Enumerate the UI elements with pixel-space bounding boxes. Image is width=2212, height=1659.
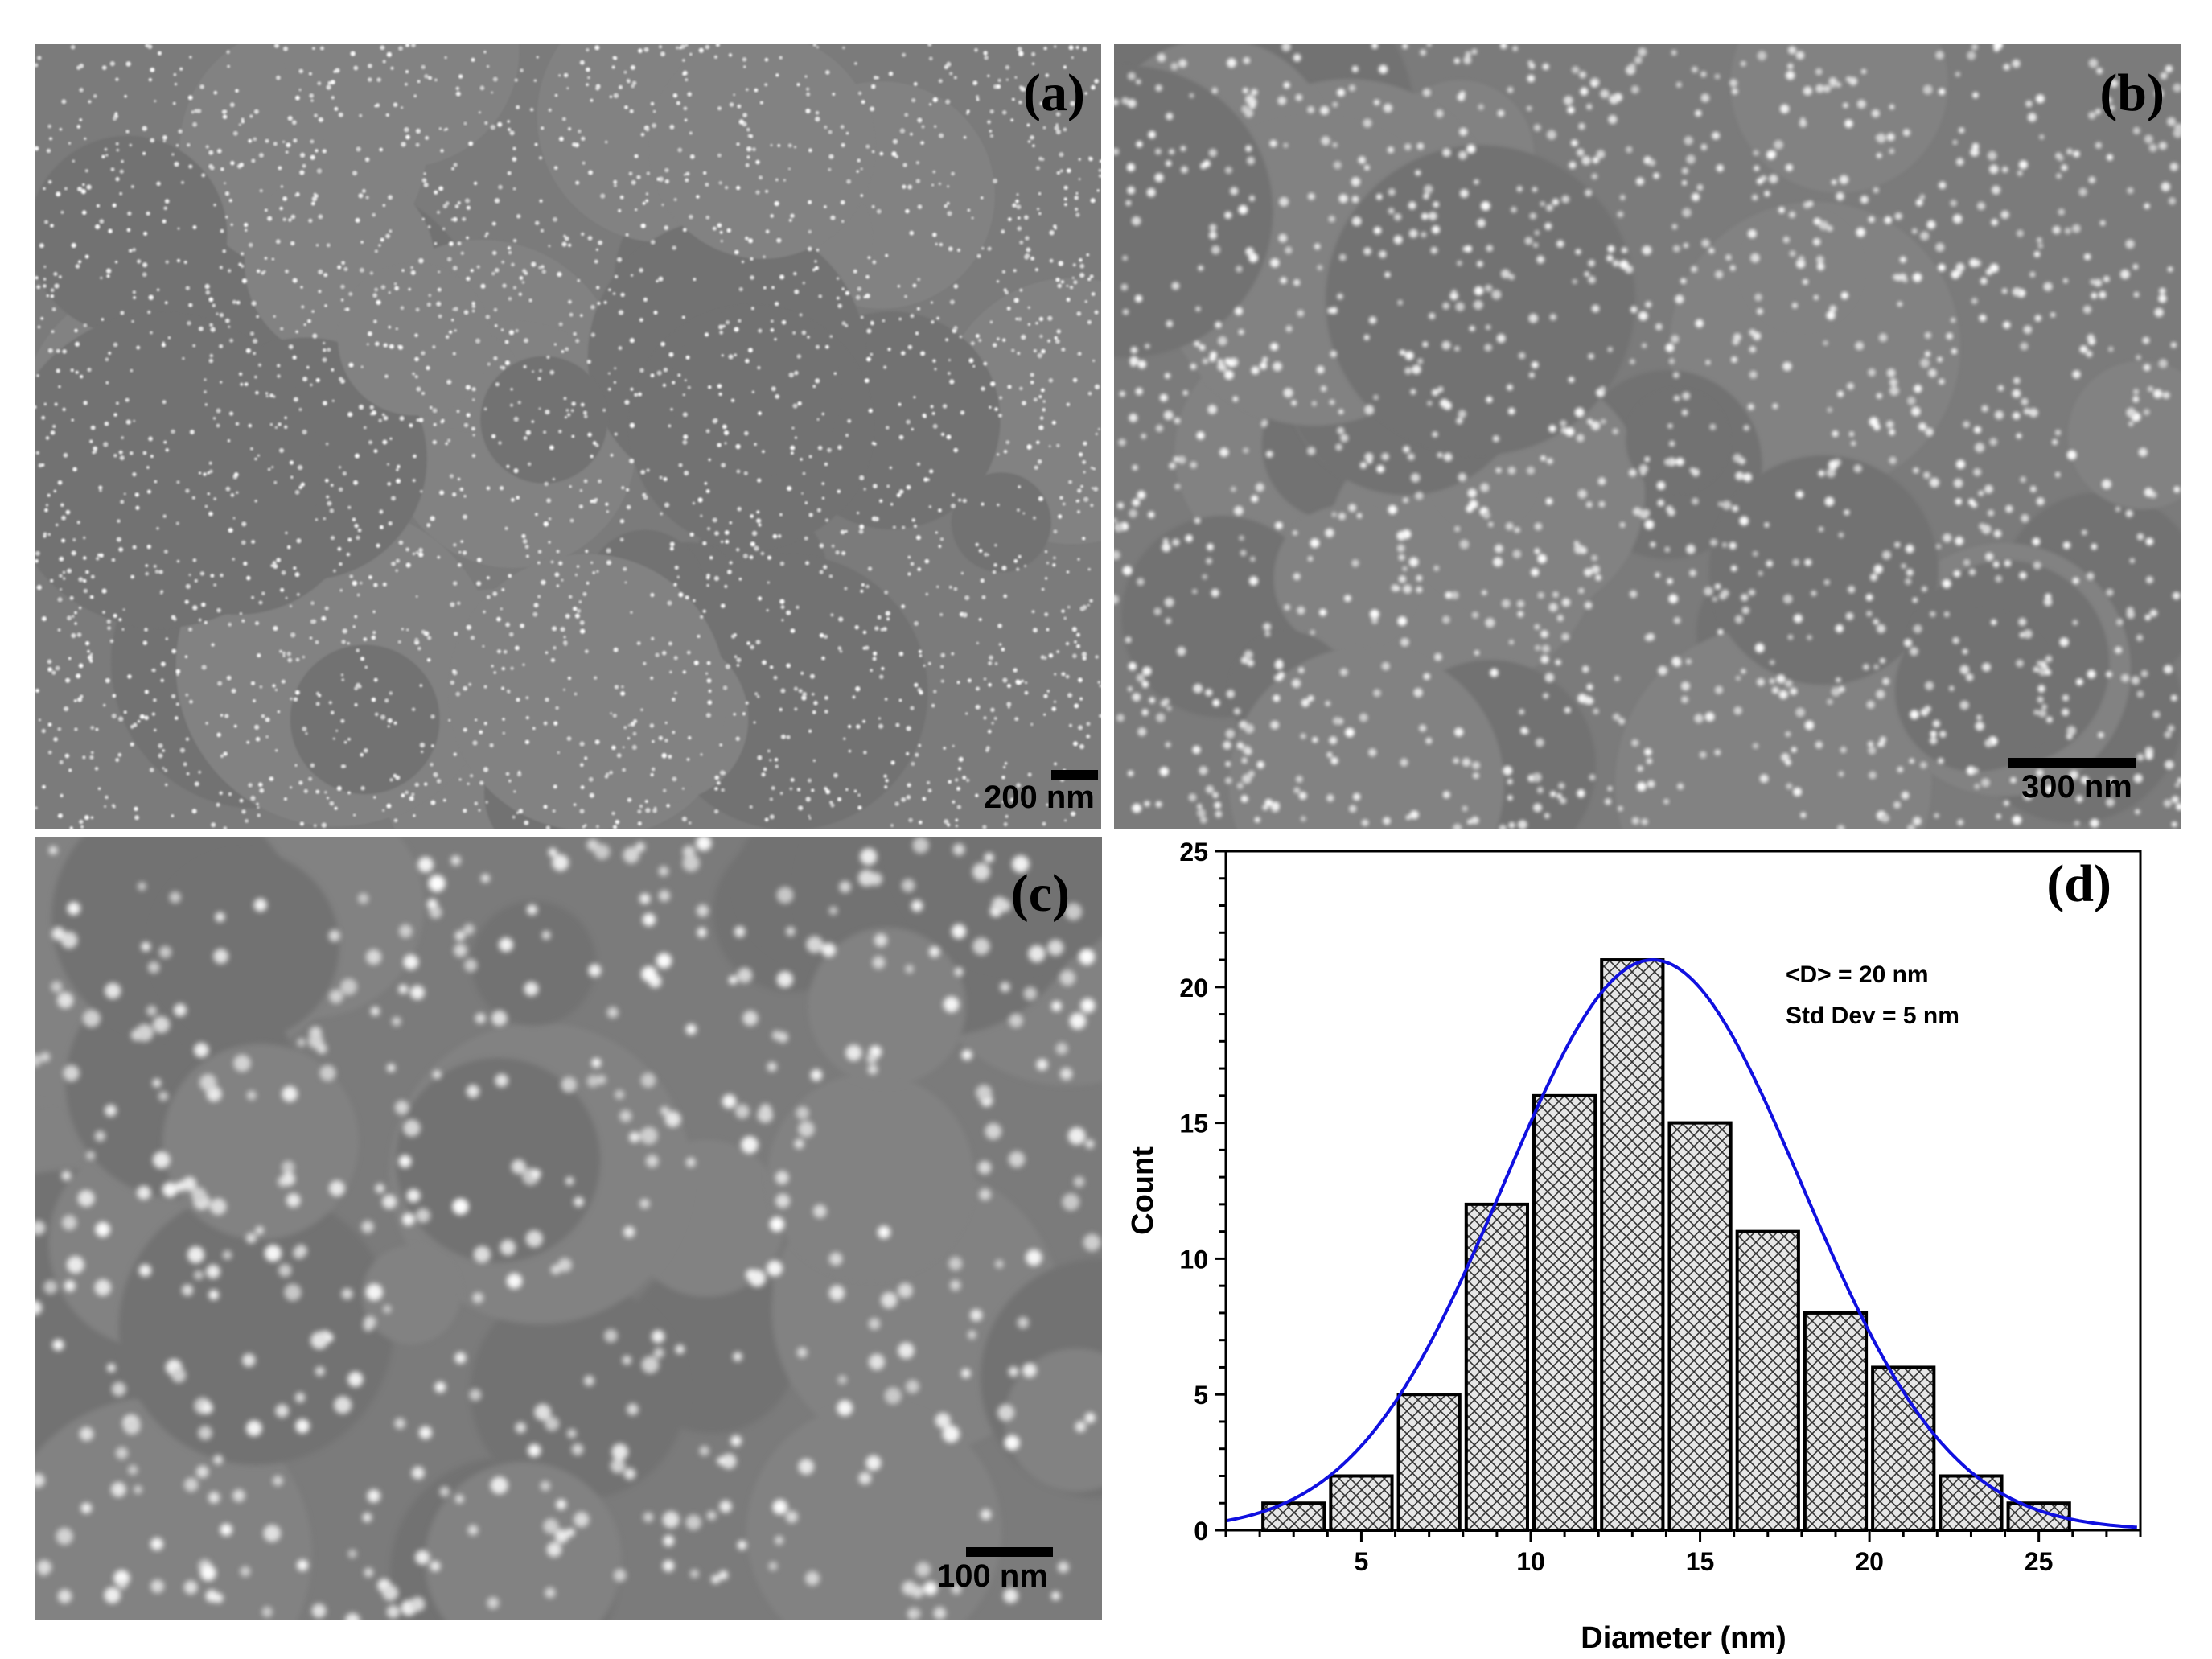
panel-label-b: (b) [2099, 64, 2165, 122]
x-tick-label: 15 [1686, 1547, 1715, 1576]
mean-diameter-annotation: <D> = 20 nm [1786, 961, 1929, 988]
histogram-bars [1261, 958, 2071, 1533]
panel-label-c: (c) [1010, 864, 1070, 923]
x-tick-label: 25 [2025, 1547, 2054, 1576]
nanoparticle-image-a [35, 44, 1101, 829]
y-tick-label: 25 [1179, 838, 1208, 867]
nanoparticle-image-c [35, 837, 1102, 1620]
histogram-panel-d: 5 10 15 20 25 0 5 10 15 20 25 (d) <D> = 20 nm Std … [1114, 837, 2184, 1659]
axis-ticks: 5 10 15 20 25 0 5 10 15 20 25 [1179, 838, 2142, 1576]
y-tick-label: 5 [1194, 1381, 1208, 1410]
scale-bar-line [1051, 770, 1098, 780]
histogram-bar [1735, 1229, 1800, 1532]
histogram-bar [1464, 1202, 1529, 1532]
scale-bar-line [966, 1547, 1053, 1557]
std-dev-annotation: Std Dev = 5 nm [1786, 1002, 1959, 1029]
y-tick-label: 0 [1194, 1517, 1208, 1546]
micrograph-panel-a: (a) 200 nm [35, 44, 1101, 829]
y-tick-label: 20 [1179, 974, 1208, 1002]
histogram-bar [1532, 1093, 1597, 1532]
micrograph-panel-c: (c) 100 nm [35, 837, 1102, 1620]
scale-bar-text: 200 nm [984, 780, 1095, 815]
histogram-bar [1939, 1474, 2004, 1532]
size-distribution-histogram: 5 10 15 20 25 0 5 10 15 20 25 (d) <D> = 20 nm Std … [1126, 838, 2142, 1655]
histogram-bar [1600, 958, 1665, 1533]
plot-frame [1224, 850, 2142, 1532]
scale-bar-line [2008, 758, 2136, 768]
x-axis-title: Diameter (nm) [1581, 1621, 1786, 1655]
x-tick-label: 5 [1355, 1547, 1369, 1576]
x-tick-label: 10 [1516, 1547, 1545, 1576]
x-tick-label: 20 [1855, 1547, 1884, 1576]
histogram-bar [1803, 1311, 1869, 1532]
panel-label-a: (a) [1023, 64, 1085, 122]
scale-bar-text: 300 nm [2021, 769, 2132, 805]
micrograph-panel-b: (b) 300 nm [1114, 44, 2181, 829]
scale-bar-text: 100 nm [937, 1558, 1048, 1594]
y-tick-label: 15 [1179, 1109, 1208, 1138]
gaussian-fit-curve [1225, 957, 2137, 1529]
histogram-bar [1396, 1393, 1462, 1533]
y-tick-label: 10 [1179, 1245, 1208, 1274]
nanoparticle-image-b [1114, 44, 2181, 829]
panel-label-d: (d) [2046, 854, 2111, 913]
histogram-bar [1667, 1121, 1733, 1532]
y-axis-title: Count [1126, 1146, 1160, 1235]
histogram-bar [1329, 1474, 1394, 1532]
